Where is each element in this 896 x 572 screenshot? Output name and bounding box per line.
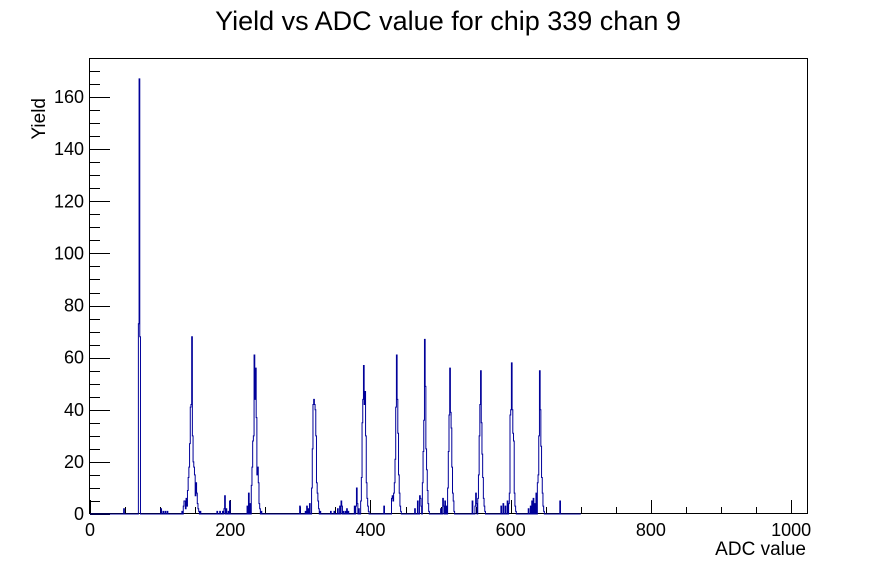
- x-tick-label: 200: [215, 520, 245, 540]
- x-tick-label: 0: [85, 520, 95, 540]
- y-tick-label: 160: [54, 87, 84, 107]
- y-tick-label: 140: [54, 139, 84, 159]
- y-tick-label: 80: [64, 296, 84, 316]
- y-tick-label: 0: [74, 504, 84, 524]
- x-tick-label: 600: [496, 520, 526, 540]
- y-tick-label: 20: [64, 452, 84, 472]
- y-axis-label: Yield: [29, 98, 50, 140]
- x-axis-label: ADC value: [715, 539, 806, 560]
- y-tick-label: 100: [54, 243, 84, 263]
- x-axis-ticks: 0 200 400 600 800 1000: [85, 500, 811, 540]
- y-tick-label: 60: [64, 348, 84, 368]
- x-tick-label: 1000: [771, 520, 811, 540]
- y-axis-ticks: 0 20 40 60 80 100 120 140 160: [54, 58, 110, 524]
- histogram-series-line: [90, 78, 581, 515]
- x-tick-label: 800: [636, 520, 666, 540]
- y-tick-label: 120: [54, 191, 84, 211]
- y-tick-label: 40: [64, 400, 84, 420]
- x-tick-label: 400: [355, 520, 385, 540]
- plot-frame: [89, 58, 808, 514]
- chart-title: Yield vs ADC value for chip 339 chan 9: [215, 6, 681, 36]
